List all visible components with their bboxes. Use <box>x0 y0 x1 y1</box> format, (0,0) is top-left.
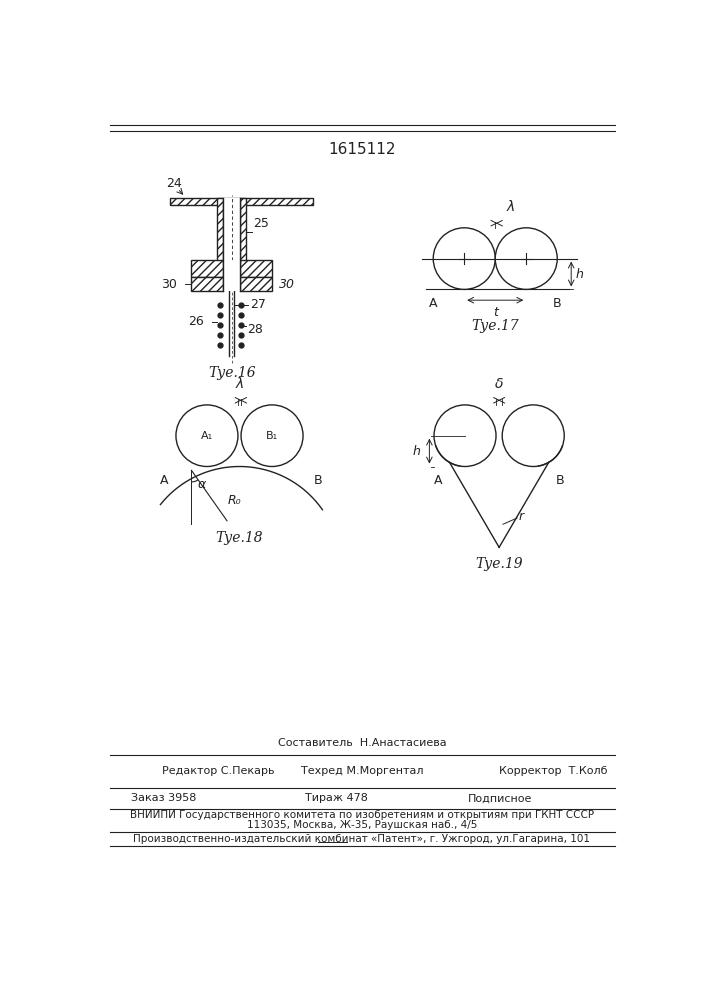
Text: 24: 24 <box>165 177 182 190</box>
Text: Производственно-издательский комбинат «Патент», г. Ужгород, ул.Гагарина, 101: Производственно-издательский комбинат «П… <box>134 834 590 844</box>
Bar <box>240 277 272 291</box>
Text: Корректор  Т.Колб: Корректор Т.Колб <box>499 766 607 776</box>
Circle shape <box>495 228 557 289</box>
Bar <box>240 260 272 277</box>
Bar <box>191 260 223 277</box>
Text: Техред М.Моргентал: Техред М.Моргентал <box>300 766 423 776</box>
Text: h: h <box>412 445 420 458</box>
Text: B: B <box>314 474 323 487</box>
Bar <box>217 198 223 262</box>
Text: B: B <box>556 474 565 487</box>
Text: Τуе.18: Τуе.18 <box>216 531 263 545</box>
Bar <box>240 198 247 262</box>
Text: t: t <box>493 306 498 319</box>
Bar <box>223 198 240 262</box>
Text: Τуе.19: Τуе.19 <box>475 557 523 571</box>
Text: δ: δ <box>495 377 503 391</box>
Circle shape <box>502 405 564 466</box>
Circle shape <box>176 405 238 466</box>
Text: Заказ 3958: Заказ 3958 <box>131 793 197 803</box>
Text: Τуе.17: Τуе.17 <box>472 319 519 333</box>
Text: Подписное: Подписное <box>468 793 532 803</box>
Text: ВНИИПИ Государственного комитета по изобретениям и открытиям при ГКНТ СССР: ВНИИПИ Государственного комитета по изоб… <box>130 810 594 820</box>
Text: 26: 26 <box>189 315 204 328</box>
Text: Составитель  Н.Анастасиева: Составитель Н.Анастасиева <box>278 738 446 748</box>
Bar <box>223 260 240 291</box>
Text: Тираж 478: Тираж 478 <box>305 793 368 803</box>
Circle shape <box>433 228 495 289</box>
Bar <box>240 198 247 262</box>
Circle shape <box>434 405 496 466</box>
Text: λ: λ <box>507 200 515 214</box>
Text: A: A <box>433 474 442 487</box>
Bar <box>217 198 223 262</box>
Text: A₁: A₁ <box>201 431 213 441</box>
Text: A: A <box>429 297 438 310</box>
Bar <box>170 198 313 205</box>
Text: R₀: R₀ <box>228 494 242 507</box>
Text: λ: λ <box>235 377 244 391</box>
Text: Τуе.16: Τуе.16 <box>208 366 255 380</box>
Text: 1615112: 1615112 <box>328 142 396 157</box>
Text: 30: 30 <box>161 278 177 291</box>
Bar <box>191 260 223 277</box>
Bar <box>170 198 313 205</box>
Bar <box>240 260 272 277</box>
Text: B: B <box>553 297 561 310</box>
Text: 30: 30 <box>279 278 295 291</box>
Text: 25: 25 <box>252 217 269 230</box>
Text: r: r <box>518 510 524 523</box>
Text: 113035, Москва, Ж-35, Раушская наб., 4/5: 113035, Москва, Ж-35, Раушская наб., 4/5 <box>247 820 477 830</box>
Bar <box>240 277 272 291</box>
Bar <box>191 277 223 291</box>
Text: 27: 27 <box>250 298 266 311</box>
Text: A: A <box>160 474 168 487</box>
Text: Редактор С.Пекарь: Редактор С.Пекарь <box>162 766 274 776</box>
Text: h: h <box>575 267 583 280</box>
Text: B₁: B₁ <box>266 431 278 441</box>
Circle shape <box>241 405 303 466</box>
Text: 28: 28 <box>247 323 263 336</box>
Text: α: α <box>198 478 206 491</box>
Bar <box>191 277 223 291</box>
